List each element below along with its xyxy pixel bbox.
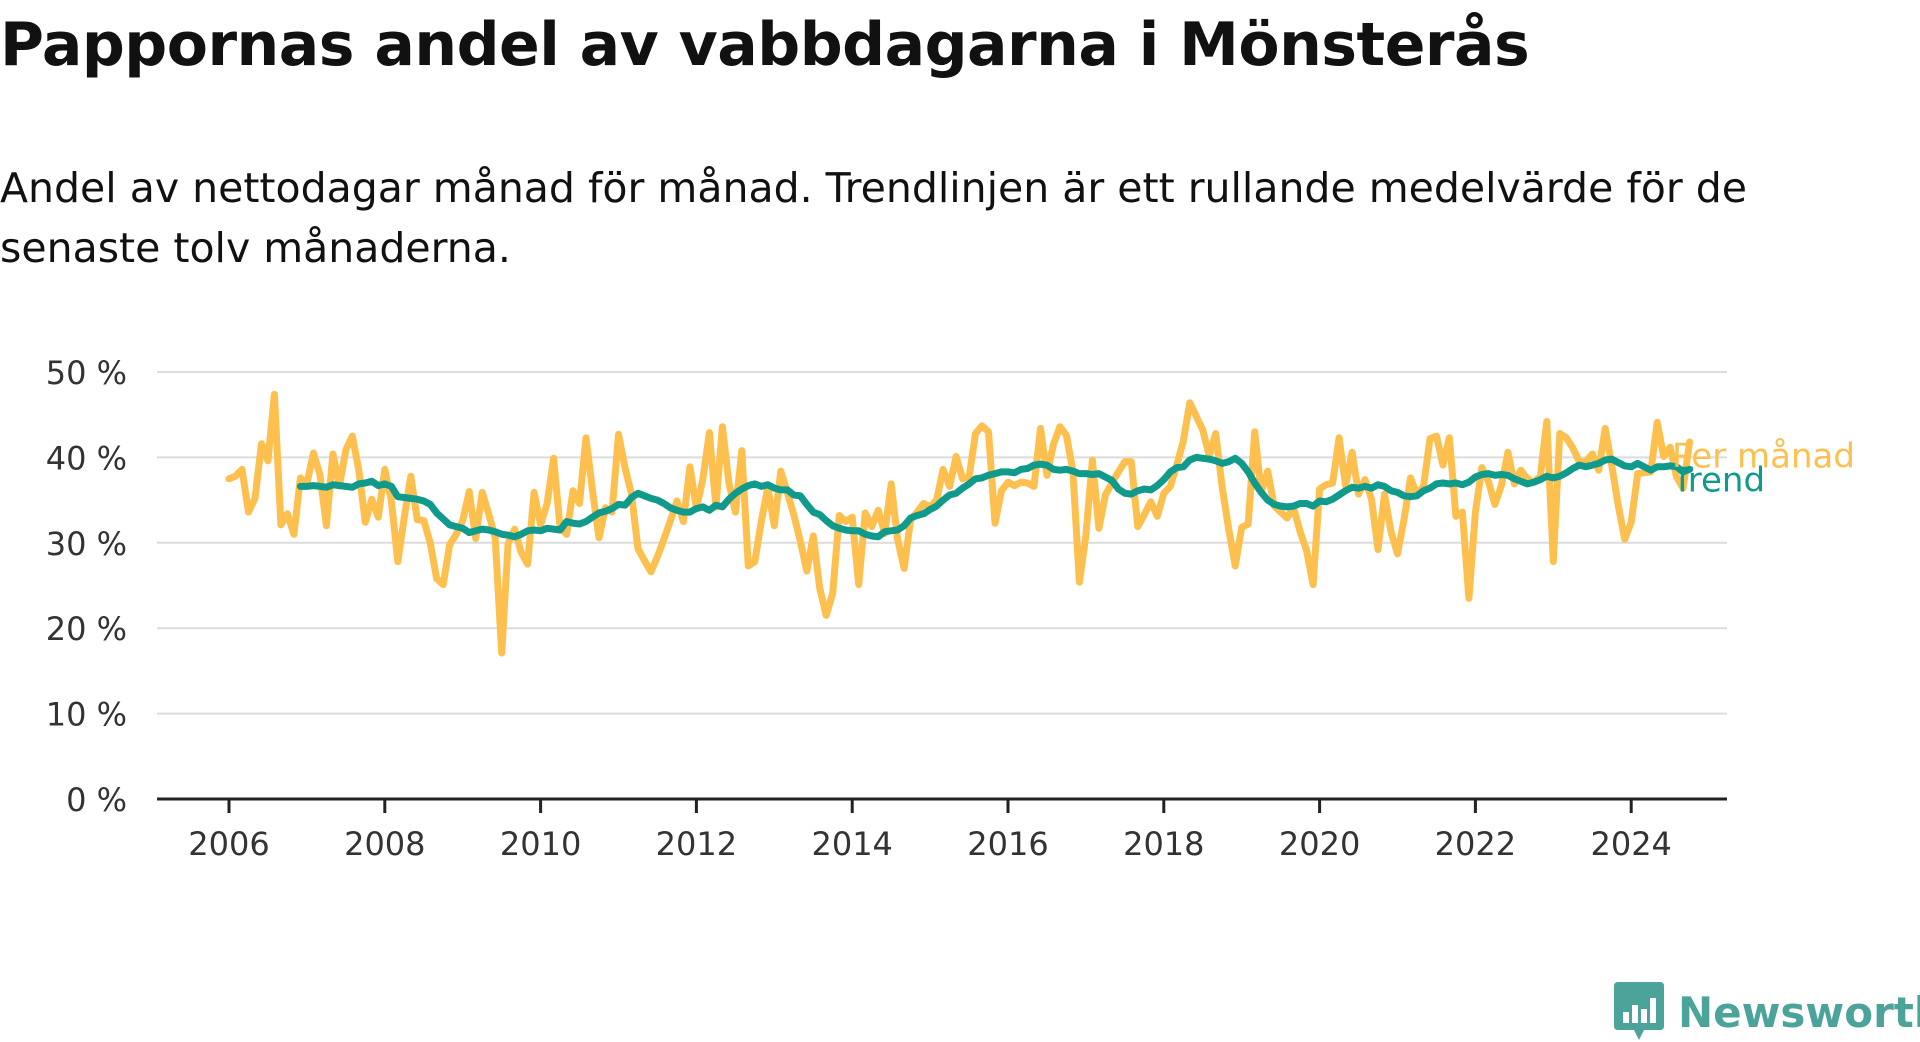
bar-chart-badge-icon [1614, 982, 1664, 1040]
x-tick-label: 2016 [967, 825, 1048, 863]
series-line-trend [296, 453, 1694, 541]
series-line-per-manad [225, 390, 1694, 657]
chart-title: Pappornas andel av vabbdagarna i Mönster… [0, 10, 1530, 80]
x-tick-label: 2012 [656, 825, 737, 863]
series-label-trend: Trend [1671, 461, 1765, 501]
y-tick-label: 0 % [66, 781, 127, 819]
series-lines [225, 390, 1694, 657]
y-tick-label: 50 % [46, 354, 127, 392]
x-tick-label: 2022 [1435, 825, 1516, 863]
x-tick-label: 2014 [811, 825, 892, 863]
x-axis: 2006 2008 2010 2012 2014 2016 2018 2020 2022 2024 [157, 797, 1727, 863]
y-tick-label: 30 % [46, 525, 127, 563]
series-label-per-manad: Per månad [1672, 437, 1855, 477]
y-tick-label: 40 % [46, 439, 127, 477]
x-tick-label: 2020 [1279, 825, 1360, 863]
y-tick-label: 10 % [46, 696, 127, 734]
y-axis-ticks: 0 % 10 % 20 % 30 % 40 % 50 % [46, 354, 127, 819]
x-tick-label: 2008 [344, 825, 425, 863]
y-tick-label: 20 % [46, 610, 127, 648]
x-tick-label: 2006 [188, 825, 269, 863]
x-tick-label: 2010 [500, 825, 581, 863]
logo-text: Newsworthy [1678, 987, 1920, 1037]
x-tick-label: 2018 [1123, 825, 1204, 863]
newsworthy-logo: Newsworthy [1614, 982, 1920, 1042]
x-tick-label: 2024 [1590, 825, 1671, 863]
chart-subtitle: Andel av nettodagar månad för månad. Tre… [0, 164, 1747, 272]
